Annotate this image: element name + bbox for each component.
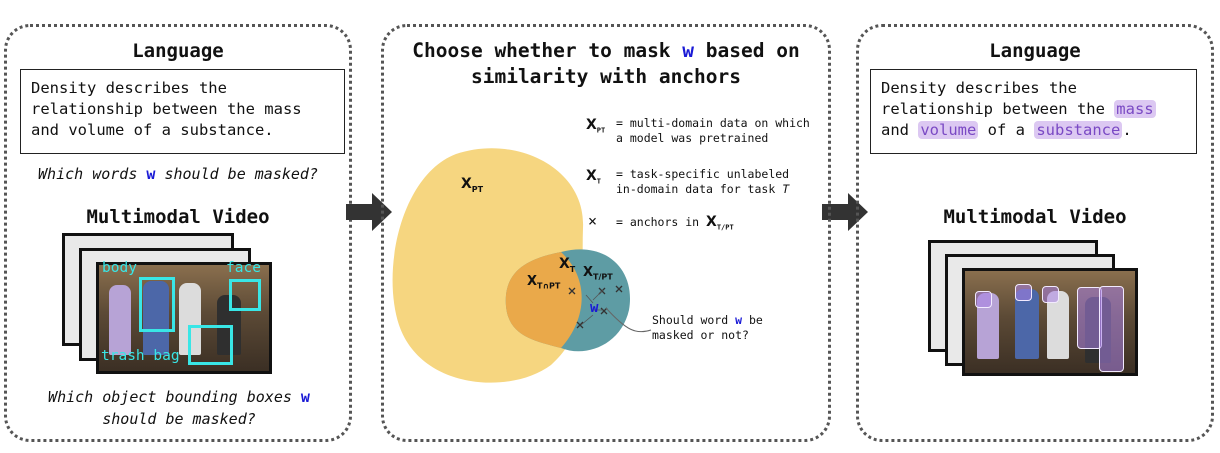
x-t-symbol: X <box>559 256 570 272</box>
face-bounding-box <box>229 279 261 311</box>
x-t-intersect-pt-region <box>505 252 582 348</box>
face-label: face <box>226 260 261 276</box>
masked-word: mass <box>1114 100 1156 118</box>
person-figure <box>179 283 201 355</box>
x-t-pt-symbol: X <box>583 265 594 280</box>
right-arrow-icon <box>346 193 392 231</box>
boxes-question-post: should be masked? <box>102 410 256 428</box>
person-figure <box>977 293 999 359</box>
legend-item-anchors: × = anchors in XT/PT <box>586 212 826 235</box>
boxes-question: Which object bounding boxes w should be … <box>14 386 344 430</box>
sentence-fragment: Density describes the relationship betwe… <box>881 79 1115 118</box>
legend-tail-sub: T/PT <box>716 223 734 232</box>
legend-item-x-pt: XPT = multi-domain data on which a model… <box>586 116 826 146</box>
left-language-title: Language <box>132 40 224 62</box>
x-t-pt-sub: T/PT <box>593 272 613 282</box>
x-pt-symbol: X <box>461 176 472 192</box>
legend-italic-tail: T <box>782 182 790 196</box>
legend-text: = anchors in <box>616 215 700 229</box>
words-question-w: w <box>146 165 156 183</box>
x-t-label: XT <box>559 256 575 274</box>
boxes-question-w: w <box>300 388 310 406</box>
sentence-fragment: . <box>1122 121 1132 139</box>
trash-bag-bounding-box <box>188 325 233 365</box>
x-pt-sub: PT <box>471 184 484 194</box>
callout-post: be masked or not? <box>652 313 763 342</box>
legend-text: = multi-domain data on which a model was… <box>616 116 810 145</box>
right-panel <box>856 24 1214 442</box>
middle-title: Choose whether to mask w based on simila… <box>381 38 831 90</box>
right-language-title: Language <box>989 40 1081 62</box>
middle-panel <box>381 24 831 442</box>
masked-body-box <box>1099 286 1124 372</box>
left-panel <box>4 24 352 442</box>
middle-title-post: based on similarity with anchors <box>470 39 800 88</box>
callout-pre: Should word <box>652 313 729 327</box>
legend-text: = task-specific unlabeled in-domain data… <box>616 167 790 196</box>
x-t-sub: T <box>569 264 576 274</box>
masked-face-box <box>1042 286 1059 303</box>
masked-word: volume <box>918 121 979 139</box>
legend-item-x-t: XT = task-specific unlabeled in-domain d… <box>586 167 826 197</box>
legend-sub: T <box>596 177 602 186</box>
legend-symbol: X <box>586 117 597 133</box>
masked-face-box <box>975 291 992 308</box>
w-label: w <box>590 300 599 316</box>
left-sentence-box: Density describes the relationship betwe… <box>20 69 345 154</box>
body-label: body <box>102 260 137 276</box>
words-question: Which words w should be masked? <box>4 163 352 185</box>
x-tnpt-sub: T∩PT <box>537 281 561 291</box>
callout-w: w <box>735 313 743 327</box>
person-figure <box>109 285 131 355</box>
left-video-title: Multimodal Video <box>86 206 270 228</box>
boxes-question-pre: Which object bounding boxes <box>48 388 292 406</box>
callout-line <box>605 307 652 333</box>
anchor-cross-icon: × <box>588 212 598 230</box>
middle-title-w: w <box>682 39 695 62</box>
words-question-post: should be masked? <box>164 165 318 183</box>
mask-callout: Should word w be masked or not? <box>652 313 792 343</box>
x-pt-label: XPT <box>461 176 483 194</box>
masked-face-box <box>1015 284 1032 301</box>
x-t-intersect-pt-label: XT∩PT <box>527 274 560 291</box>
left-sentence: Density describes the relationship betwe… <box>31 79 302 139</box>
right-video-title: Multimodal Video <box>943 206 1127 228</box>
masked-word: substance <box>1034 121 1123 139</box>
sentence-fragment: of a <box>978 121 1035 139</box>
x-t-pt-label: XT/PT <box>583 265 613 282</box>
middle-title-pre: Choose whether to mask <box>412 39 671 62</box>
legend-sub: PT <box>596 126 606 135</box>
words-question-pre: Which words <box>38 165 138 183</box>
right-sentence: Density describes the relationship betwe… <box>881 79 1156 139</box>
domain-venn-diagram <box>392 148 652 383</box>
trash-bag-label: trash bag <box>101 348 180 364</box>
sentence-fragment: and <box>881 121 919 139</box>
x-tnpt-symbol: X <box>527 274 538 289</box>
person-figure <box>143 281 169 355</box>
person-figure <box>1047 291 1069 359</box>
right-sentence-box: Density describes the relationship betwe… <box>870 69 1197 154</box>
legend-symbol: X <box>586 168 597 184</box>
legend-tail-symbol: X <box>706 214 717 230</box>
body-bounding-box <box>139 277 175 332</box>
video-frame-front <box>96 262 272 374</box>
